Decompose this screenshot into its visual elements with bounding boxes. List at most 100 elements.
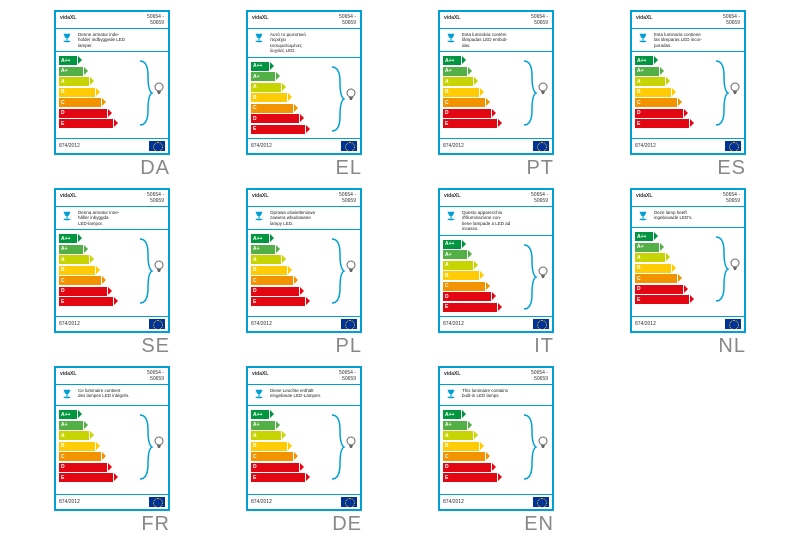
bulb-indicator-icon xyxy=(152,260,166,274)
energy-class-label: D xyxy=(253,288,257,294)
label-footer: 874/2012 xyxy=(440,316,552,331)
energy-class-label: B xyxy=(253,443,257,449)
energy-class-label: D xyxy=(253,116,257,122)
chart-area: A++A+ABCDE xyxy=(632,52,744,138)
model-text: 50654 -50659 xyxy=(531,371,548,382)
info-row: Denna armatur inne-håller inbyggdaLED-la… xyxy=(56,207,168,230)
energy-class-label: D xyxy=(61,464,65,470)
regulation-text: 874/2012 xyxy=(443,499,464,505)
chart-area: A++A+ABCDE xyxy=(248,230,360,316)
model-text: 50654 -50659 xyxy=(147,15,164,26)
energy-class-label: B xyxy=(445,89,449,95)
energy-class-label: A xyxy=(445,79,449,85)
energy-class-label: A xyxy=(445,262,449,268)
energy-class-label: E xyxy=(253,299,256,305)
label-header: vidaXL 50654 -50659 xyxy=(440,12,552,29)
eu-flag-icon xyxy=(341,141,357,151)
eu-flag-icon xyxy=(149,497,165,507)
model-text: 50654 -50659 xyxy=(147,193,164,204)
info-text: Esta luminaria contienelas lámparas LED … xyxy=(654,32,702,48)
chart-area: A++A+ABCDE xyxy=(440,406,552,494)
model-text: 50654 -50659 xyxy=(339,193,356,204)
brand-text: vidaXL xyxy=(444,15,460,26)
eu-flag-icon xyxy=(341,497,357,507)
energy-class-label: D xyxy=(61,288,65,294)
energy-label-card: vidaXL50654 -50659 Oprawa oświetleniowaza… xyxy=(246,188,362,333)
energy-label-cell: vidaXL50654 -50659This luminaire contain… xyxy=(404,366,588,536)
energy-class-label: A xyxy=(61,433,65,439)
energy-class-label: E xyxy=(445,475,448,481)
energy-label-card: vidaXL50654 -50659Ce luminaire contientd… xyxy=(54,366,170,511)
energy-label-card: vidaXL50654 -50659Denne armatur inde-hol… xyxy=(54,10,170,155)
regulation-text: 874/2012 xyxy=(59,143,80,149)
energy-class-label: A++ xyxy=(253,412,262,418)
energy-class-label: A xyxy=(253,433,257,439)
bulb-indicator-icon xyxy=(536,266,550,280)
energy-class-label: B xyxy=(445,273,449,279)
model-text: 50654 -50659 xyxy=(339,15,356,26)
bulb-indicator-icon xyxy=(152,82,166,96)
label-header: vidaXL50654 -50659 xyxy=(248,190,360,207)
info-text: This luminaire containsbuilt-in LED lamp… xyxy=(462,388,508,399)
energy-class-label: A+ xyxy=(253,246,260,252)
energy-class-label: A++ xyxy=(637,58,646,64)
regulation-text: 874/2012 xyxy=(635,321,656,327)
energy-class-label: C xyxy=(637,100,641,106)
label-footer: 874/2012 xyxy=(632,138,744,153)
info-text: Oprawa oświetleniowazawiera wbudowanelam… xyxy=(270,210,315,226)
info-row: Αυτό το φωτιστικόπεριέχειενσωματωμένεςλυ… xyxy=(248,29,360,58)
energy-class-label: A xyxy=(61,79,65,85)
model-text: 50654 -50659 xyxy=(723,193,740,204)
bulb-indicator-icon xyxy=(536,436,550,450)
info-row: Esta luminária contémlâmpadas LED embuti… xyxy=(440,29,552,52)
energy-class-label: B xyxy=(637,89,641,95)
label-footer: 874/2012 xyxy=(248,316,360,331)
model-text: 50654 -50659 xyxy=(339,371,356,382)
info-row: Oprawa oświetleniowazawiera wbudowanelam… xyxy=(248,207,360,230)
bulb-indicator-icon xyxy=(344,88,358,102)
chart-area: A++A+ABCDE xyxy=(440,52,552,138)
regulation-text: 874/2012 xyxy=(443,143,464,149)
info-text: Questo apparecchiod'illuminazione con-ti… xyxy=(462,210,510,232)
model-text: 50654 -50659 xyxy=(531,15,548,26)
energy-class-label: E xyxy=(253,126,256,132)
energy-class-label: A++ xyxy=(61,236,70,242)
label-footer: 874/2012 xyxy=(56,316,168,331)
regulation-text: 874/2012 xyxy=(59,321,80,327)
info-row: Esta luminaria contienelas lámparas LED … xyxy=(632,29,744,52)
energy-class-label: B xyxy=(253,267,257,273)
brand-text: vidaXL xyxy=(636,193,652,204)
lamp-icon xyxy=(60,388,74,402)
energy-class-label: A+ xyxy=(445,252,452,258)
info-text: Denna armatur inne-håller inbyggdaLED-la… xyxy=(78,210,119,226)
energy-class-label: A xyxy=(637,79,641,85)
energy-label-card: vidaXL50654 -50659This luminaire contain… xyxy=(438,366,554,511)
energy-class-label: B xyxy=(61,267,65,273)
energy-class-label: A+ xyxy=(253,74,260,80)
regulation-text: 874/2012 xyxy=(443,321,464,327)
regulation-text: 874/2012 xyxy=(251,321,272,327)
energy-label-card: vidaXL 50654 -50659 Esta luminária contéml… xyxy=(438,10,554,155)
energy-class-label: E xyxy=(253,475,256,481)
label-header: vidaXL50654 -50659 xyxy=(56,190,168,207)
energy-class-label: A xyxy=(253,84,257,90)
eu-flag-icon xyxy=(725,319,741,329)
energy-class-label: A++ xyxy=(445,412,454,418)
energy-label-card: vidaXL 50654 -50659 Αυτό το φωτιστικόπεριέ… xyxy=(246,10,362,155)
energy-class-label: B xyxy=(637,265,641,271)
chart-area: A++A+ABCDE xyxy=(248,58,360,138)
label-footer: 874/2012 xyxy=(632,316,744,331)
lamp-icon xyxy=(252,32,266,46)
label-footer: 874/2012 xyxy=(56,138,168,153)
regulation-text: 874/2012 xyxy=(59,499,80,505)
brand-text: vidaXL xyxy=(252,15,268,26)
energy-class-label: E xyxy=(61,121,64,127)
brand-text: vidaXL xyxy=(444,193,460,204)
country-code: NL xyxy=(630,335,746,358)
lamp-icon xyxy=(252,388,266,402)
energy-class-label: A xyxy=(445,433,449,439)
label-footer: 874/2012 xyxy=(248,494,360,509)
lamp-icon xyxy=(636,210,650,224)
lamp-icon xyxy=(60,210,74,224)
eu-flag-icon xyxy=(149,319,165,329)
